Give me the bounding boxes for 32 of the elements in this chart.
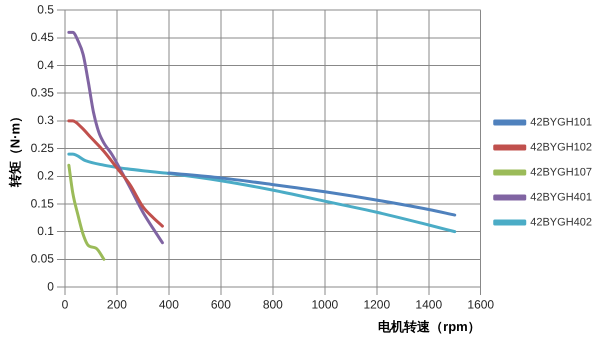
- x-tick-label: 1400: [415, 298, 442, 312]
- y-tick-label: 0: [47, 279, 54, 294]
- x-axis-title: 电机转速（rpm）: [378, 318, 481, 334]
- legend-label: 42BYGH102: [530, 142, 592, 154]
- x-tick-label: 800: [262, 298, 284, 312]
- legend-label: 42BYGH402: [530, 216, 592, 229]
- line-series: [67, 152, 456, 234]
- x-tick-label: 0: [62, 298, 69, 312]
- y-tick-label: 0.5: [37, 2, 54, 17]
- y-tick-label: 0.05: [30, 252, 54, 266]
- legend-label: 42BYGH107: [530, 166, 592, 179]
- x-tick-label: 1600: [467, 298, 494, 312]
- y-tick-label: 0.3: [37, 113, 54, 128]
- legend-label: 42BYGH401: [530, 192, 592, 204]
- y-axis-title: 转矩（N·m）: [7, 110, 22, 188]
- y-tick-label: 0.35: [30, 86, 54, 100]
- line-series: [67, 30, 164, 244]
- x-tick-label: 200: [106, 298, 128, 312]
- y-tick-label: 0.45: [30, 30, 54, 44]
- x-tick-label: 600: [210, 298, 232, 312]
- y-tick-label: 0.25: [30, 140, 54, 155]
- y-tick-label: 0.1: [37, 224, 54, 238]
- legend-label: 42BYGH101: [530, 116, 592, 129]
- x-tick-label: 1000: [311, 298, 338, 312]
- line-series: [167, 171, 456, 217]
- line-series: [67, 119, 164, 228]
- x-tick-label: 1200: [363, 298, 390, 312]
- line-series: [67, 164, 106, 261]
- x-tick-label: 400: [158, 298, 180, 312]
- y-tick-label: 0.2: [37, 168, 54, 183]
- y-tick-label: 0.15: [30, 196, 54, 210]
- y-tick-label: 0.4: [37, 58, 54, 72]
